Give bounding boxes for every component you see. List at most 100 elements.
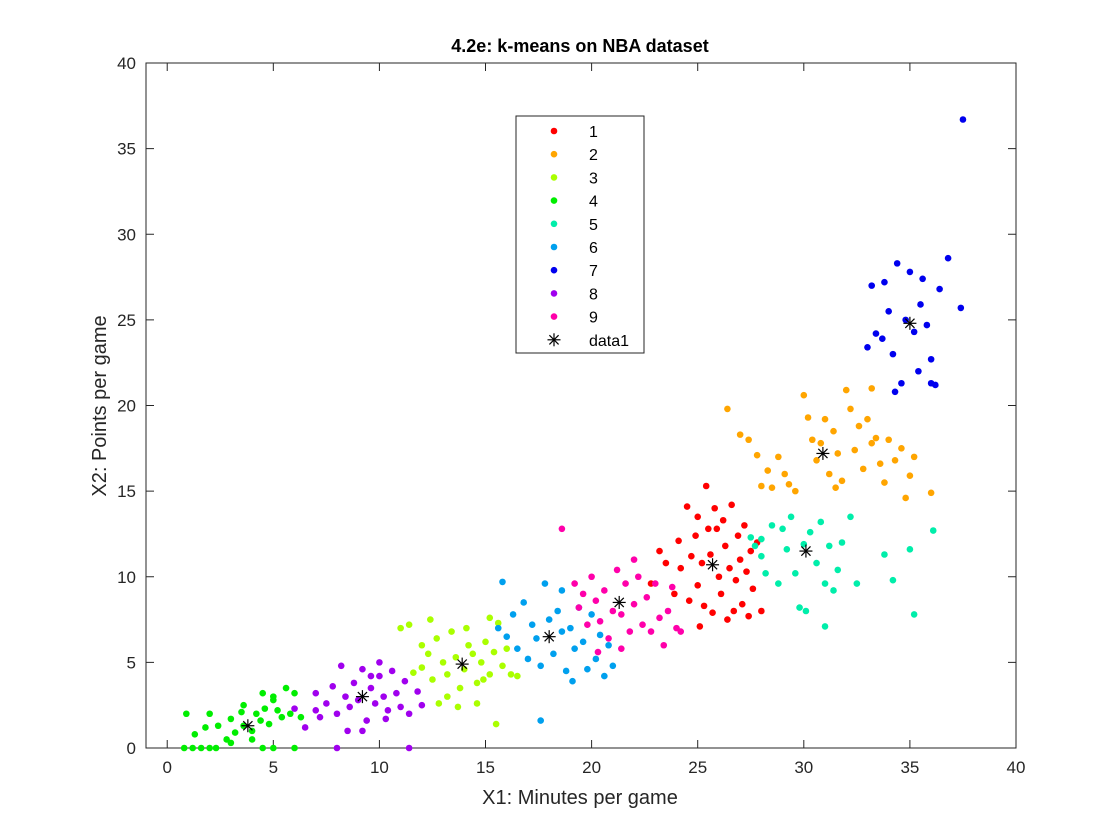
data-point [592,655,600,663]
data-point [749,585,757,593]
x-tick-label: 25 [688,758,707,777]
data-point [618,645,625,652]
data-point [248,727,256,735]
data-point [601,587,608,594]
data-point [533,635,540,642]
data-point [344,727,351,735]
data-point [180,744,188,752]
data-point [433,635,441,642]
centroid-marker [903,316,917,330]
data-point [253,710,260,718]
series-8 [291,659,426,752]
data-point [717,590,725,598]
data-point [700,602,708,610]
data-point [910,328,918,336]
data-point [715,573,723,581]
series-2 [724,385,935,502]
data-point [380,693,387,700]
data-point [588,611,595,618]
data-point [490,648,498,656]
data-points [180,116,967,752]
data-point [741,522,748,529]
data-point [675,537,682,545]
data-point [864,343,871,351]
legend-marker [550,174,558,181]
data-point [736,431,744,438]
data-point [359,727,366,735]
data-point [346,703,354,711]
data-point [329,683,337,690]
data-point [906,472,914,480]
legend-label: 4 [589,194,598,211]
data-point [721,542,729,550]
data-point [838,539,846,546]
data-point [692,532,699,539]
data-point [876,460,884,468]
data-point [524,655,532,663]
data-point [282,684,290,692]
data-point [868,385,876,392]
data-point [494,619,502,627]
data-point [405,744,413,752]
data-point [768,522,776,529]
y-tick-label: 25 [117,311,136,330]
centroid-marker [355,690,369,704]
data-point [753,451,761,459]
data-point [758,607,765,615]
legend-marker [550,220,558,228]
data-point [758,535,765,543]
data-point [393,689,400,697]
data-point [736,556,744,563]
data-point [473,700,481,707]
data-point [745,612,752,620]
data-point [724,616,731,623]
data-point [486,671,494,678]
data-point [382,715,390,723]
data-point [579,638,587,646]
data-point [238,708,245,716]
data-point [439,659,447,666]
data-point [630,600,638,608]
data-point [747,534,755,541]
data-point [768,484,776,492]
legend-box [515,115,645,354]
x-tick-label: 40 [1007,758,1026,777]
data-point [751,542,759,550]
data-point [817,439,825,447]
data-point [685,597,693,605]
data-point [643,594,651,601]
data-point [514,645,521,652]
data-point [227,739,235,747]
data-point [683,503,691,510]
data-point [376,659,383,666]
centroid-marker [799,544,813,558]
data-point [435,700,443,707]
data-point [291,689,298,697]
data-point [830,587,837,594]
data-point [879,335,886,343]
data-point [758,482,765,490]
data-point [592,597,600,605]
x-axis-label: X1: Minutes per game [482,787,678,809]
data-point [259,744,267,752]
data-point [825,542,833,550]
centroid-marker [706,558,720,572]
data-point [405,621,413,628]
data-point [825,470,833,478]
data-point [514,672,521,680]
data-point [662,559,670,567]
x-tick-label: 35 [900,758,919,777]
data-point [584,665,591,673]
data-point [688,552,695,560]
data-point [834,450,842,457]
data-point [297,713,305,721]
series-data1 [241,316,917,733]
data-point [401,677,409,685]
data-point [609,607,617,615]
data-point [881,278,888,286]
data-point [730,607,738,615]
data-point [492,720,500,728]
data-point [261,705,269,712]
data-point [562,667,570,675]
